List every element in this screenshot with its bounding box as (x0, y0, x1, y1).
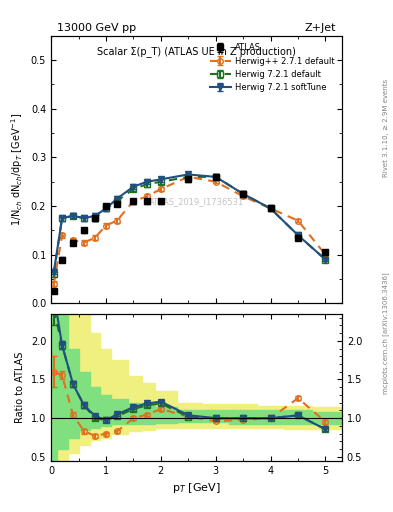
Text: Rivet 3.1.10, ≥ 2.9M events: Rivet 3.1.10, ≥ 2.9M events (383, 79, 389, 177)
Text: Scalar Σ(p_T) (ATLAS UE in Z production): Scalar Σ(p_T) (ATLAS UE in Z production) (97, 47, 296, 57)
Text: Z+Jet: Z+Jet (305, 23, 336, 33)
Legend: ATLAS, Herwig++ 2.7.1 default, Herwig 7.2.1 default, Herwig 7.2.1 softTune: ATLAS, Herwig++ 2.7.1 default, Herwig 7.… (206, 40, 338, 95)
Text: ATLAS_2019_I1736531: ATLAS_2019_I1736531 (149, 197, 244, 206)
Y-axis label: 1/N$_{ch}$ dN$_{ch}$/dp$_T$ [GeV$^{-1}$]: 1/N$_{ch}$ dN$_{ch}$/dp$_T$ [GeV$^{-1}$] (9, 113, 25, 226)
X-axis label: p$_T$ [GeV]: p$_T$ [GeV] (172, 481, 221, 495)
Text: mcplots.cern.ch [arXiv:1306.3436]: mcplots.cern.ch [arXiv:1306.3436] (382, 272, 389, 394)
Y-axis label: Ratio to ATLAS: Ratio to ATLAS (15, 352, 25, 423)
Text: 13000 GeV pp: 13000 GeV pp (57, 23, 136, 33)
